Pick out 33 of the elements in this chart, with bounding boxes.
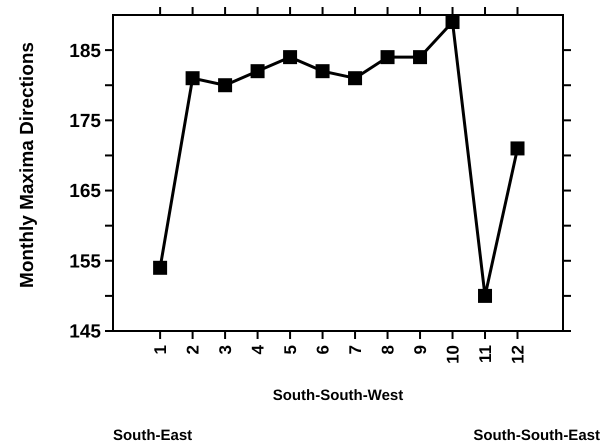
point [478,288,492,303]
x-tick-label: 10 [443,345,462,364]
point [510,141,525,156]
text: South-South-East [473,427,600,444]
y-tick-label: 145 [69,322,102,343]
y-tick-label: 175 [69,110,102,132]
x-tick-label: 12 [508,345,528,364]
point [250,64,265,78]
x-tick-label: 7 [346,345,366,354]
text: South-East [113,427,192,444]
y-tick-label: 165 [69,181,102,202]
x-tick-label: 5 [281,345,300,354]
x-tick-label: 2 [184,345,203,354]
point [218,78,232,92]
x-tick-label: 6 [314,345,333,354]
y-tick-label: 155 [69,251,102,272]
y-tick-label: 185 [69,40,102,62]
point [380,50,395,64]
point [446,15,460,30]
x-tick-label: 8 [378,345,398,354]
point [283,50,298,64]
x-tick-label: 9 [410,345,430,354]
x-axis-title: South-South-West [272,387,404,404]
y-axis-title: Monthly Maxima Directions [17,42,38,288]
point [348,71,362,86]
point [186,71,200,86]
point [153,260,168,275]
x-tick-label: 3 [216,345,236,354]
x-tick-label: 4 [248,344,268,354]
point [413,50,428,64]
x-tick-label: 1 [151,345,170,354]
x-tick-label: 11 [476,345,495,363]
point [316,64,330,78]
